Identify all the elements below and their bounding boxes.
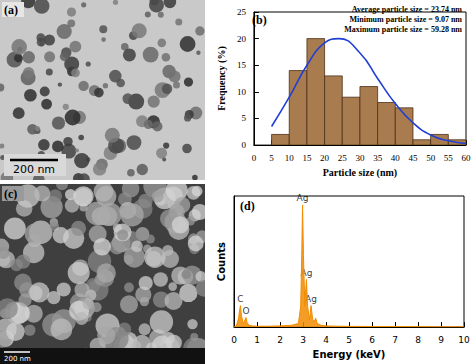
svg-text:25: 25 (338, 153, 348, 163)
svg-text:1: 1 (254, 335, 260, 345)
svg-text:4: 4 (323, 335, 329, 345)
svg-text:Frequency (%): Frequency (%) (216, 46, 228, 111)
svg-text:45: 45 (408, 153, 418, 163)
svg-text:50: 50 (426, 153, 436, 163)
svg-text:60: 60 (462, 153, 472, 163)
svg-text:3: 3 (300, 335, 306, 345)
svg-text:0: 0 (231, 335, 237, 345)
svg-text:(d): (d) (240, 199, 255, 213)
svg-text:5: 5 (241, 113, 246, 123)
svg-text:Ag: Ag (300, 267, 313, 278)
svg-text:C: C (237, 294, 243, 304)
svg-text:Maximum particle size = 59.28: Maximum particle size = 59.28 nm (344, 25, 462, 34)
svg-text:8: 8 (415, 335, 421, 345)
svg-text:5: 5 (269, 153, 274, 163)
svg-text:20: 20 (237, 34, 247, 44)
svg-text:(c): (c) (4, 187, 17, 201)
svg-text:10: 10 (458, 335, 470, 345)
svg-text:6: 6 (369, 335, 375, 345)
svg-text:20: 20 (320, 153, 330, 163)
svg-text:0: 0 (241, 140, 246, 150)
svg-text:7: 7 (392, 335, 398, 345)
svg-text:Particle size (nm): Particle size (nm) (323, 167, 397, 179)
svg-text:30: 30 (355, 153, 365, 163)
svg-text:5: 5 (346, 335, 352, 345)
svg-text:Ag: Ag (297, 193, 309, 203)
svg-text:(b): (b) (252, 13, 267, 27)
svg-text:2: 2 (277, 335, 283, 345)
svg-text:10: 10 (285, 153, 295, 163)
svg-text:10: 10 (237, 87, 247, 97)
svg-text:55: 55 (444, 153, 454, 163)
svg-text:Energy (keV): Energy (keV) (313, 349, 386, 360)
svg-text:Minimum particle size = 9.07 n: Minimum particle size = 9.07 nm (349, 15, 462, 24)
svg-text:200 nm: 200 nm (13, 163, 55, 176)
svg-text:O: O (242, 306, 249, 316)
svg-text:15: 15 (237, 60, 247, 70)
svg-text:0: 0 (252, 153, 257, 163)
svg-text:9: 9 (438, 335, 444, 345)
svg-text:200 nm: 200 nm (4, 355, 31, 363)
svg-text:40: 40 (391, 153, 401, 163)
svg-text:Ag: Ag (305, 294, 317, 305)
svg-text:35: 35 (373, 153, 383, 163)
svg-text:(a): (a) (4, 3, 18, 17)
svg-text:Counts: Counts (216, 242, 227, 281)
svg-text:25: 25 (237, 7, 247, 17)
svg-text:Average particle size = 23.74: Average particle size = 23.74 nm (352, 5, 462, 14)
svg-text:15: 15 (302, 153, 312, 163)
